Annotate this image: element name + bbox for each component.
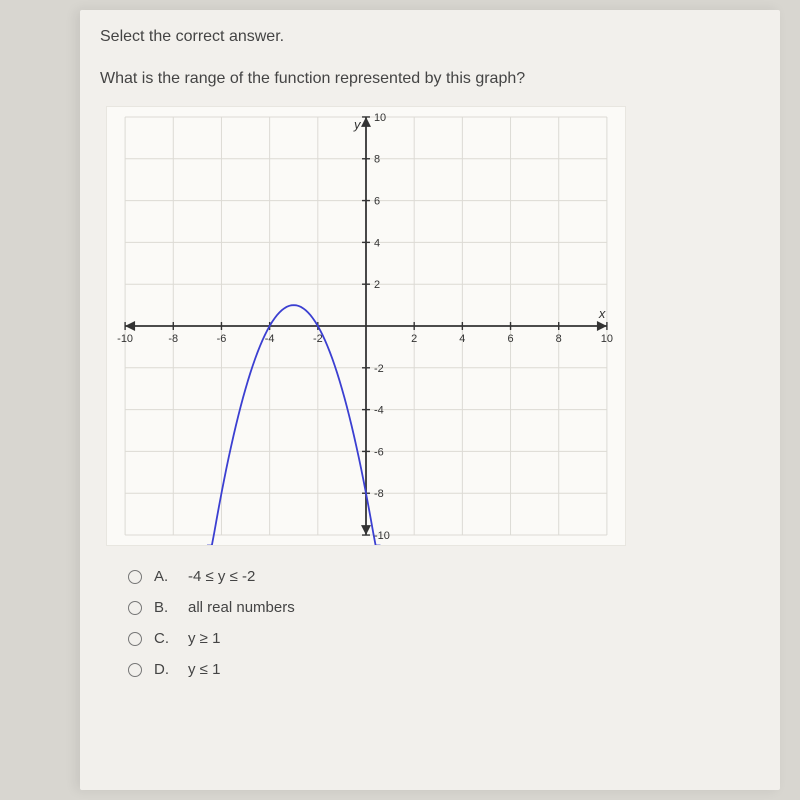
instruction-text: Select the correct answer. [100,28,752,46]
option-b[interactable]: B. all real numbers [128,599,752,616]
answer-options: A. -4 ≤ y ≤ -2 B. all real numbers C. y … [128,568,752,678]
coordinate-graph: -10 -8 -6 -4 -2 2 4 6 8 10 -10 -8 -6 -4 -2 2 4 6 8 10 y x [106,106,626,546]
svg-text:8: 8 [556,333,562,345]
question-text: What is the range of the function repres… [100,70,752,88]
option-text: all real numbers [188,599,295,616]
svg-text:x: x [598,306,606,321]
svg-text:10: 10 [374,112,386,124]
option-letter: C. [154,630,176,647]
radio-icon[interactable] [128,601,142,615]
option-d[interactable]: D. y ≤ 1 [128,661,752,678]
radio-icon[interactable] [128,632,142,646]
graph-container: -10 -8 -6 -4 -2 2 4 6 8 10 -10 -8 -6 -4 -2 2 4 6 8 10 y x [106,106,752,546]
option-c[interactable]: C. y ≥ 1 [128,630,752,647]
radio-icon[interactable] [128,570,142,584]
svg-text:-8: -8 [374,488,384,500]
svg-text:-10: -10 [117,333,133,345]
svg-text:-4: -4 [374,405,384,417]
option-letter: D. [154,661,176,678]
option-letter: A. [154,568,176,585]
option-text: y ≥ 1 [188,630,220,647]
svg-text:6: 6 [374,196,380,208]
radio-icon[interactable] [128,663,142,677]
option-text: -4 ≤ y ≤ -2 [188,568,255,585]
svg-text:y: y [353,117,362,132]
svg-text:2: 2 [374,279,380,291]
option-a[interactable]: A. -4 ≤ y ≤ -2 [128,568,752,585]
svg-text:6: 6 [507,333,513,345]
svg-text:-2: -2 [313,333,323,345]
svg-text:-6: -6 [374,446,384,458]
svg-text:8: 8 [374,154,380,166]
worksheet-page: Select the correct answer. What is the r… [80,10,780,790]
svg-text:4: 4 [374,237,380,249]
option-letter: B. [154,599,176,616]
svg-text:-8: -8 [168,333,178,345]
svg-text:4: 4 [459,333,465,345]
svg-text:-2: -2 [374,363,384,375]
svg-text:-10: -10 [374,530,390,542]
svg-text:2: 2 [411,333,417,345]
svg-text:-6: -6 [217,333,227,345]
svg-text:10: 10 [601,333,613,345]
svg-text:-4: -4 [265,333,275,345]
option-text: y ≤ 1 [188,661,220,678]
